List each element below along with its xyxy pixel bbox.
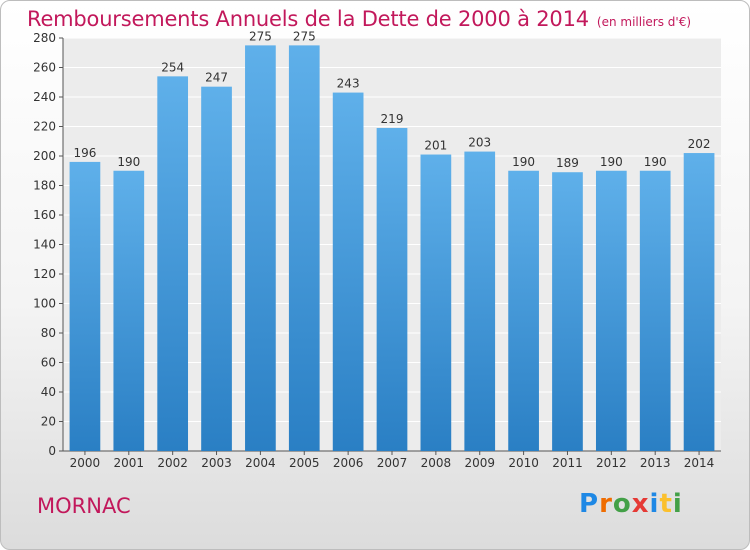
bar xyxy=(683,153,715,452)
bar-value-label: 247 xyxy=(205,71,228,85)
bar xyxy=(376,127,408,451)
logo-letter: t xyxy=(659,489,673,519)
bar xyxy=(420,154,452,451)
bar-value-label: 275 xyxy=(249,29,272,43)
town-name: MORNAC xyxy=(37,494,131,518)
bar-value-label: 203 xyxy=(468,136,491,150)
x-tick-label: 2013 xyxy=(640,456,671,470)
bar-value-label: 189 xyxy=(556,156,579,170)
y-tick-label: 80 xyxy=(41,326,56,340)
x-tick-label: 2003 xyxy=(201,456,232,470)
x-tick-label: 2000 xyxy=(70,456,101,470)
y-tick-label: 160 xyxy=(33,208,56,222)
x-tick-label: 2001 xyxy=(114,456,145,470)
bar xyxy=(245,45,276,451)
x-tick-label: 2005 xyxy=(289,456,320,470)
x-tick-label: 2009 xyxy=(464,456,495,470)
bar-value-label: 202 xyxy=(688,137,711,151)
x-tick-label: 2008 xyxy=(421,456,452,470)
x-tick-label: 2007 xyxy=(377,456,408,470)
bar-value-label: 254 xyxy=(161,60,184,74)
chart-subtitle: (en milliers d'€) xyxy=(596,15,692,29)
logo-letter: o xyxy=(612,489,632,519)
bar-value-label: 190 xyxy=(117,155,140,169)
logo-letter: x xyxy=(631,489,650,519)
bar xyxy=(464,151,496,451)
bar-value-label: 196 xyxy=(73,146,96,160)
y-tick-label: 240 xyxy=(33,90,56,104)
bar-value-label: 275 xyxy=(293,29,316,43)
bar-value-label: 190 xyxy=(600,155,623,169)
x-tick-label: 2012 xyxy=(596,456,627,470)
chart-title: Remboursements Annuels de la Dette de 20… xyxy=(27,7,691,31)
bar-value-label: 243 xyxy=(337,77,360,91)
bar xyxy=(595,170,627,451)
bar xyxy=(69,161,101,451)
bar xyxy=(288,45,320,451)
bar-value-label: 219 xyxy=(381,112,404,126)
logo-letter: r xyxy=(599,489,613,519)
y-tick-label: 140 xyxy=(33,238,56,252)
bar xyxy=(157,76,189,451)
bar xyxy=(201,86,232,452)
x-tick-label: 2010 xyxy=(508,456,539,470)
y-tick-label: 60 xyxy=(41,356,56,370)
y-tick-label: 200 xyxy=(33,149,56,163)
bar-value-label: 201 xyxy=(424,139,447,153)
y-tick-label: 220 xyxy=(33,120,56,134)
x-tick-label: 2004 xyxy=(245,456,276,470)
y-tick-label: 20 xyxy=(41,415,56,429)
bar xyxy=(552,172,583,451)
bar xyxy=(332,92,364,451)
y-tick-label: 40 xyxy=(41,385,56,399)
logo-letter: i xyxy=(649,489,660,519)
bar xyxy=(508,170,539,451)
x-tick-label: 2006 xyxy=(333,456,364,470)
logo-letter: P xyxy=(579,489,600,519)
bar xyxy=(639,170,671,451)
logo-letter: i xyxy=(672,489,683,519)
chart-title-text: Remboursements Annuels de la Dette de 20… xyxy=(27,7,589,31)
y-tick-label: 0 xyxy=(48,444,56,458)
x-tick-label: 2002 xyxy=(157,456,188,470)
bar-value-label: 190 xyxy=(644,155,667,169)
y-tick-label: 260 xyxy=(33,61,56,75)
y-tick-label: 100 xyxy=(33,297,56,311)
y-tick-label: 280 xyxy=(33,31,56,45)
x-tick-label: 2011 xyxy=(552,456,583,470)
y-tick-label: 120 xyxy=(33,267,56,281)
bar-value-label: 190 xyxy=(512,155,535,169)
x-tick-label: 2014 xyxy=(684,456,715,470)
bar xyxy=(113,170,145,451)
proxiti-logo: Proxiti xyxy=(579,489,683,519)
y-tick-label: 180 xyxy=(33,179,56,193)
